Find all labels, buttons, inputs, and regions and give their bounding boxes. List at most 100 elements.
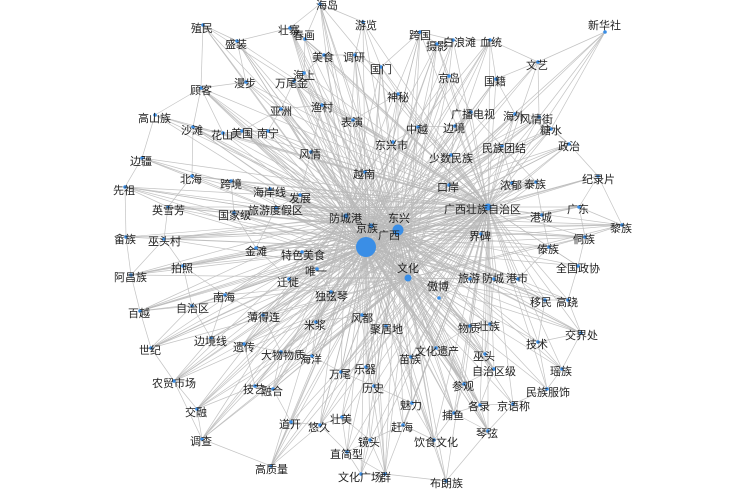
graph-node[interactable] bbox=[368, 438, 372, 442]
graph-node[interactable] bbox=[288, 26, 292, 30]
graph-node[interactable] bbox=[274, 206, 278, 210]
graph-node[interactable] bbox=[418, 30, 422, 34]
graph-node[interactable] bbox=[492, 367, 496, 371]
graph-node[interactable] bbox=[513, 112, 517, 116]
graph-node[interactable] bbox=[483, 352, 487, 356]
graph-node[interactable] bbox=[221, 131, 225, 135]
graph-node[interactable] bbox=[153, 113, 157, 117]
graph-node[interactable] bbox=[345, 450, 349, 454]
graph-node[interactable] bbox=[494, 77, 498, 81]
graph-node[interactable] bbox=[492, 277, 496, 281]
graph-node[interactable] bbox=[435, 42, 439, 46]
graph-node[interactable] bbox=[484, 203, 492, 211]
graph-node[interactable] bbox=[254, 246, 258, 250]
graph-node[interactable] bbox=[401, 423, 405, 427]
graph-node[interactable] bbox=[392, 224, 404, 236]
graph-node[interactable] bbox=[462, 382, 466, 386]
graph-node[interactable] bbox=[200, 437, 204, 441]
graph-node[interactable] bbox=[240, 129, 244, 133]
graph-node[interactable] bbox=[468, 277, 472, 281]
graph-node[interactable] bbox=[404, 274, 412, 282]
graph-node[interactable] bbox=[271, 387, 275, 391]
graph-node[interactable] bbox=[547, 245, 551, 249]
graph-node[interactable] bbox=[172, 379, 176, 383]
graph-node[interactable] bbox=[303, 37, 307, 41]
graph-node[interactable] bbox=[620, 223, 624, 227]
graph-node[interactable] bbox=[314, 320, 318, 324]
graph-node[interactable] bbox=[449, 153, 453, 157]
graph-node[interactable] bbox=[500, 144, 504, 148]
graph-node[interactable] bbox=[437, 296, 441, 300]
graph-node[interactable] bbox=[560, 367, 564, 371]
graph-node[interactable] bbox=[138, 309, 142, 313]
graph-node[interactable] bbox=[266, 129, 270, 133]
graph-node[interactable] bbox=[451, 38, 455, 42]
graph-node[interactable] bbox=[540, 213, 544, 217]
graph-node[interactable] bbox=[368, 223, 374, 229]
graph-node[interactable] bbox=[199, 86, 203, 90]
graph-node[interactable] bbox=[343, 213, 349, 219]
graph-node[interactable] bbox=[396, 92, 400, 96]
graph-node[interactable] bbox=[320, 103, 324, 107]
graph-node[interactable] bbox=[209, 336, 213, 340]
graph-node[interactable] bbox=[279, 107, 283, 111]
graph-node[interactable] bbox=[545, 387, 549, 391]
graph-node[interactable] bbox=[190, 174, 194, 178]
graph-node[interactable] bbox=[372, 384, 376, 388]
graph-node[interactable] bbox=[478, 403, 482, 407]
graph-node[interactable] bbox=[181, 264, 185, 268]
graph-node[interactable] bbox=[235, 39, 239, 43]
graph-node[interactable] bbox=[310, 354, 314, 358]
graph-node[interactable] bbox=[488, 38, 492, 42]
graph-node[interactable] bbox=[191, 125, 195, 129]
graph-node[interactable] bbox=[356, 237, 376, 257]
graph-node[interactable] bbox=[536, 60, 540, 64]
graph-node[interactable] bbox=[468, 324, 472, 328]
graph-node[interactable] bbox=[453, 124, 457, 128]
graph-node[interactable] bbox=[190, 304, 194, 308]
graph-node[interactable] bbox=[315, 267, 319, 271]
graph-node[interactable] bbox=[162, 237, 166, 241]
graph-node[interactable] bbox=[229, 179, 233, 183]
graph-node[interactable] bbox=[511, 402, 515, 406]
graph-node[interactable] bbox=[223, 293, 227, 297]
graph-node[interactable] bbox=[269, 464, 273, 468]
graph-node[interactable] bbox=[309, 150, 313, 154]
graph-node[interactable] bbox=[287, 277, 291, 281]
graph-node[interactable] bbox=[129, 273, 133, 277]
graph-node[interactable] bbox=[318, 423, 322, 427]
graph-node[interactable] bbox=[549, 127, 553, 131]
graph-node[interactable] bbox=[537, 115, 541, 119]
graph-node[interactable] bbox=[329, 290, 333, 294]
graph-node[interactable] bbox=[534, 180, 538, 184]
graph-node[interactable] bbox=[583, 235, 587, 239]
graph-node[interactable] bbox=[469, 110, 473, 114]
graph-node[interactable] bbox=[391, 140, 395, 144]
graph-node[interactable] bbox=[447, 183, 451, 187]
graph-node[interactable] bbox=[434, 346, 438, 350]
graph-node[interactable] bbox=[416, 125, 420, 129]
graph-node[interactable] bbox=[566, 298, 570, 302]
graph-node[interactable] bbox=[360, 313, 364, 317]
graph-node[interactable] bbox=[486, 429, 490, 433]
graph-node[interactable] bbox=[409, 355, 413, 359]
graph-node[interactable] bbox=[268, 187, 272, 191]
graph-node[interactable] bbox=[140, 156, 144, 160]
graph-node[interactable] bbox=[543, 298, 547, 302]
graph-node[interactable] bbox=[432, 438, 436, 442]
graph-node[interactable] bbox=[383, 472, 387, 476]
graph-node[interactable] bbox=[351, 118, 355, 122]
graph-node[interactable] bbox=[244, 80, 248, 84]
graph-node[interactable] bbox=[510, 181, 514, 185]
graph-node[interactable] bbox=[364, 365, 368, 369]
graph-node[interactable] bbox=[166, 205, 170, 209]
graph-node[interactable] bbox=[363, 170, 367, 174]
graph-node[interactable] bbox=[340, 415, 344, 419]
graph-node[interactable] bbox=[410, 401, 414, 405]
graph-node[interactable] bbox=[292, 79, 296, 83]
graph-node[interactable] bbox=[452, 411, 456, 415]
graph-node[interactable] bbox=[447, 74, 451, 78]
graph-node[interactable] bbox=[359, 472, 363, 476]
graph-node[interactable] bbox=[149, 346, 153, 350]
graph-node[interactable] bbox=[242, 342, 246, 346]
